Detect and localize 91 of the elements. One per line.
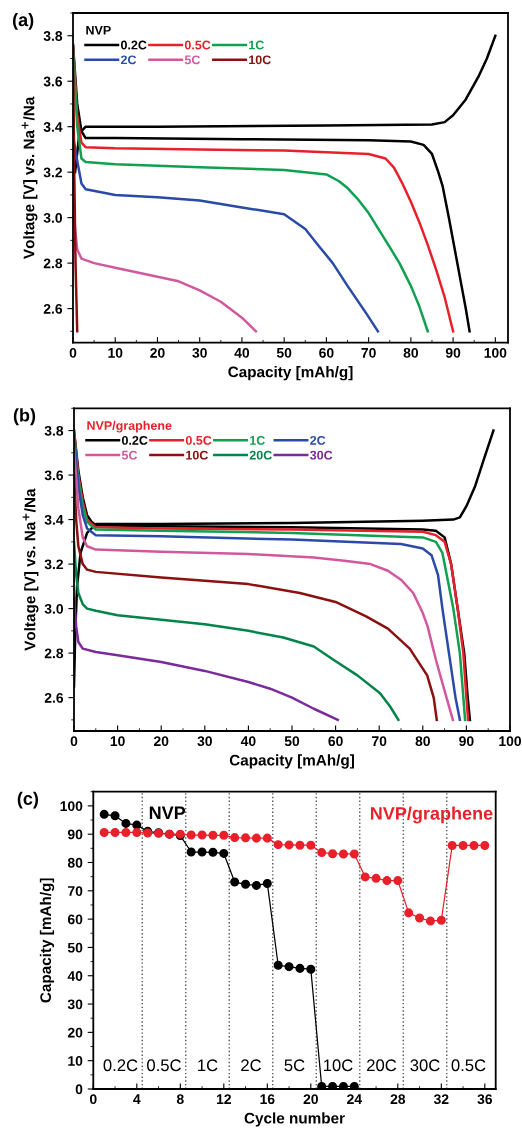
y-tick-label: 3.8 [43, 31, 63, 41]
annotation: 0.2C [103, 1059, 138, 1072]
x-axis-title: Cycle number [244, 1112, 345, 1127]
x-tick-label: 10 [108, 347, 123, 358]
legend-label: 0.2C [120, 40, 147, 50]
x-tick-label: 20 [150, 347, 165, 358]
y-tick-label: 100 [60, 801, 83, 812]
text: (a) [13, 13, 34, 30]
x-tick-label: 50 [284, 736, 300, 747]
legend-label: 2C [120, 55, 137, 65]
y-tick-label: 3.0 [44, 603, 64, 614]
x-tick-label: 20 [153, 736, 169, 747]
x-tick-label: 90 [459, 736, 474, 747]
x-tick-label: 60 [319, 347, 334, 358]
y-axis-title: Voltage [V] vs. Na$^{+}$/Na [21, 96, 38, 259]
x-tick-label: 90 [445, 347, 461, 358]
series-label: NVP [149, 806, 186, 820]
x-axis-title: Capacity [mAh/g] [228, 366, 353, 381]
y-tick-label: 10 [68, 1056, 83, 1066]
annotation: 0.5C [147, 1059, 181, 1072]
y-tick-label: 80 [67, 857, 83, 868]
y-tick-label: 3.2 [44, 559, 64, 570]
x-tick-label: 0 [89, 1094, 97, 1105]
annotation: 5C [284, 1059, 305, 1072]
x-axis-title: Capacity [mAh/g] [229, 754, 354, 769]
legend-label: 30C [310, 450, 333, 460]
x-tick-label: 4 [133, 1094, 141, 1104]
annotation: 30C [410, 1059, 440, 1072]
y-tick-label: 40 [67, 971, 83, 981]
y-tick-label: 3.4 [44, 514, 64, 525]
legend-label: 20C [249, 450, 272, 460]
legend-label: 10C [186, 450, 208, 460]
x-tick-label: 8 [176, 1094, 184, 1105]
legend-title: NVP/graphene [87, 420, 172, 433]
legend-label: 0.2C [121, 435, 148, 445]
x-tick-label: 10 [110, 736, 125, 747]
x-tick-label: 60 [328, 736, 343, 747]
y-tick-label: 50 [67, 942, 83, 953]
x-tick-label: 100 [499, 736, 522, 747]
x-tick-label: 80 [415, 736, 430, 747]
legend-label: 5C [184, 55, 201, 65]
y-tick-label: 0 [75, 1084, 83, 1095]
annotation: 1C [198, 1059, 218, 1072]
y-tick-label: 3.6 [44, 470, 64, 481]
annotation: 20C [367, 1059, 397, 1072]
x-tick-label: 50 [276, 347, 292, 358]
legend-title: NVP [86, 25, 111, 35]
x-tick-label: 30 [197, 736, 212, 747]
legend-label: 1C [249, 40, 264, 50]
y-axis-title: Voltage [V] vs. Na$^{+}$/Na [22, 488, 39, 651]
y-tick-label: 90 [67, 829, 83, 840]
y-tick-label: 60 [67, 914, 83, 925]
legend-label: 10C [249, 55, 271, 65]
x-tick-label: 24 [347, 1094, 362, 1104]
annotation: 10C [323, 1059, 353, 1072]
text: (c) [17, 791, 39, 809]
x-tick-label: 80 [403, 347, 419, 358]
x-tick-label: 40 [240, 736, 256, 747]
y-tick-label: 2.8 [44, 648, 64, 659]
y-tick-label: 20 [67, 1027, 83, 1038]
y-tick-label: 2.6 [44, 692, 64, 703]
x-tick-label: 30 [192, 347, 207, 358]
x-tick-label: 12 [216, 1094, 231, 1104]
x-tick-label: 16 [260, 1094, 275, 1105]
y-tick-label: 2.8 [43, 258, 63, 269]
x-tick-label: 100 [484, 347, 507, 358]
annotation: 0.5C [451, 1059, 486, 1072]
x-tick-label: 40 [234, 347, 250, 358]
y-tick-label: 3.0 [43, 212, 63, 223]
legend-label: 5C [121, 450, 138, 460]
legend-label: 1C [250, 435, 265, 445]
y-axis-title: Capacity [mAh/g] [39, 878, 55, 1003]
y-tick-label: 70 [68, 886, 83, 896]
legend-label: 0.5C [185, 435, 212, 445]
text: (b) [13, 408, 36, 426]
y-tick-label: 2.6 [43, 303, 63, 314]
x-tick-label: 28 [390, 1094, 406, 1105]
y-tick-label: 3.4 [43, 122, 63, 132]
annotation: 2C [241, 1059, 262, 1072]
x-tick-label: 36 [477, 1094, 493, 1105]
legend-label: 0.5C [184, 40, 211, 50]
legend-label: 2C [310, 435, 326, 445]
y-tick-label: 3.6 [43, 76, 63, 87]
y-tick-label: 3.8 [44, 425, 64, 436]
y-tick-label: 3.2 [43, 167, 63, 178]
series-label: NVP/graphene [370, 806, 493, 824]
x-tick-label: 70 [372, 736, 387, 747]
y-tick-label: 30 [67, 999, 83, 1010]
x-tick-label: 20 [303, 1094, 318, 1105]
x-tick-label: 70 [361, 347, 376, 358]
x-tick-label: 32 [433, 1094, 449, 1105]
